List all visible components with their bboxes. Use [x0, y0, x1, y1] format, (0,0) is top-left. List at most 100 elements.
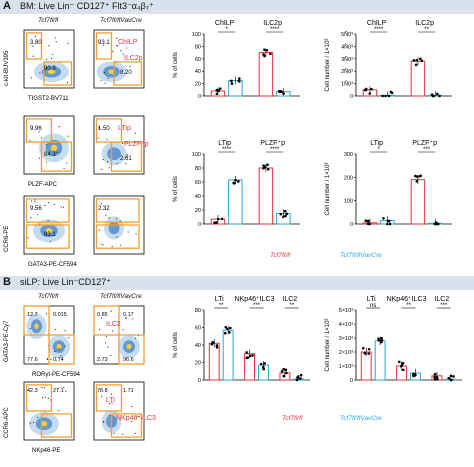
flow-event: [134, 337, 137, 340]
data-point: [418, 57, 422, 60]
panel-b-col-ko: Tcf7fl/flVavCre: [100, 293, 142, 300]
flow-event: [105, 335, 108, 337]
y-axis-label: Cell number / 1×10³: [325, 39, 331, 92]
data-point: [412, 59, 416, 62]
flow-event: [111, 330, 114, 332]
y-tick-label: 100: [192, 32, 201, 38]
flow-event: [54, 350, 56, 353]
flow-event: [29, 422, 32, 424]
flow-gate: [95, 224, 140, 249]
flow-event: [38, 131, 40, 133]
data-point: [390, 91, 394, 95]
flow-density-peak: [50, 144, 58, 152]
data-point: [220, 217, 224, 221]
y-tick-label: 0: [198, 378, 201, 384]
data-point: [230, 82, 234, 85]
panel-b-banner: B siLP: Live Lin⁻CD127⁺: [0, 276, 474, 290]
bar: [410, 179, 426, 225]
flow-density-core: [108, 221, 120, 235]
flow-event: [119, 220, 121, 222]
flow-event: [98, 229, 100, 231]
gate-percentage: 90.9: [44, 66, 56, 72]
data-point: [295, 378, 299, 382]
flow-event: [101, 168, 103, 171]
data-point: [368, 222, 371, 226]
category-label: NKp46⁺ILC3: [235, 296, 275, 303]
flow-gate: [118, 334, 145, 365]
flow-event: [58, 151, 60, 153]
data-point: [248, 354, 252, 358]
category-label: ILC2p: [415, 20, 434, 27]
flow-event: [58, 410, 60, 412]
flow-event: [136, 416, 138, 418]
flow-event: [100, 79, 102, 81]
y-tick-label: 1Ñ0³: [341, 81, 353, 88]
significance-marker: ***: [253, 303, 261, 309]
flow-event: [38, 157, 40, 159]
flow-density-core: [107, 147, 121, 161]
flow-event: [107, 77, 109, 79]
category-label: ILC2: [434, 296, 449, 303]
gate-percentage: 1.50: [98, 126, 110, 132]
flow-event: [125, 317, 128, 320]
gate-percentage: 9.56: [30, 206, 42, 212]
y-tick-label: 20: [195, 361, 201, 367]
data-point: [384, 94, 387, 98]
data-point: [432, 94, 436, 98]
flow-event: [30, 77, 32, 79]
data-point: [282, 215, 285, 219]
flow-event: [50, 57, 53, 59]
flow-event: [55, 37, 57, 39]
flow-event: [137, 415, 139, 418]
flow-event: [104, 82, 106, 84]
significance-marker: ****: [270, 27, 280, 33]
data-point: [364, 219, 368, 222]
y-tick-label: 3×10³: [339, 336, 353, 342]
y-axis-label: % of cells: [173, 52, 179, 78]
data-point: [433, 375, 436, 379]
data-point: [285, 212, 289, 216]
data-point: [229, 326, 232, 330]
data-point: [282, 92, 285, 95]
flow-event: [43, 386, 45, 389]
panel-b-legend-ko: Tcf7fl/flVavCre: [340, 415, 382, 422]
y-tick-label: 60: [195, 180, 201, 186]
flow-event: [125, 47, 127, 49]
data-point: [362, 346, 365, 350]
category-label: ChILP: [367, 20, 387, 27]
flow-event: [46, 357, 48, 359]
panel-b-col-wt: Tcf7fl/fl: [38, 293, 59, 300]
flow-gate: [23, 305, 50, 336]
flow-event: [62, 206, 65, 208]
data-point: [215, 92, 219, 96]
data-point: [285, 371, 288, 375]
panel-a-title: BM: Live Lin⁻ CD127⁺ Flt3⁻α₄β₇⁺: [20, 1, 154, 11]
panel-a-legend-ko: Tcf7fl/flVavCre: [340, 252, 382, 259]
data-point: [215, 344, 219, 347]
flow-event: [125, 317, 127, 319]
flow-event: [135, 233, 137, 235]
data-point: [367, 347, 371, 351]
data-point: [269, 52, 272, 56]
flow-event: [127, 154, 129, 156]
flow-gate: [110, 141, 143, 172]
flow-xlabel: GATA3-PE-CF594: [28, 262, 77, 268]
gate-label: NKp46⁺ILC3: [116, 415, 156, 422]
data-point: [399, 364, 403, 368]
y-tick-label: 0: [198, 94, 201, 100]
y-tick-label: 5×10³: [339, 308, 353, 314]
category-label: NKp46⁺ILC3: [387, 296, 427, 303]
flow-event: [50, 358, 52, 361]
flow-event: [110, 354, 112, 356]
gate-label: LTi: [106, 397, 115, 404]
significance-marker: **: [219, 303, 224, 309]
flow-gate: [43, 61, 73, 86]
data-point: [283, 209, 287, 213]
data-point: [387, 94, 391, 98]
data-point: [213, 221, 216, 224]
significance-marker: ***: [440, 303, 448, 309]
flow-event: [135, 132, 137, 134]
data-point: [284, 214, 287, 218]
gate-percentage: 93.1: [98, 40, 110, 46]
y-axis-label: % of cells: [173, 176, 179, 202]
